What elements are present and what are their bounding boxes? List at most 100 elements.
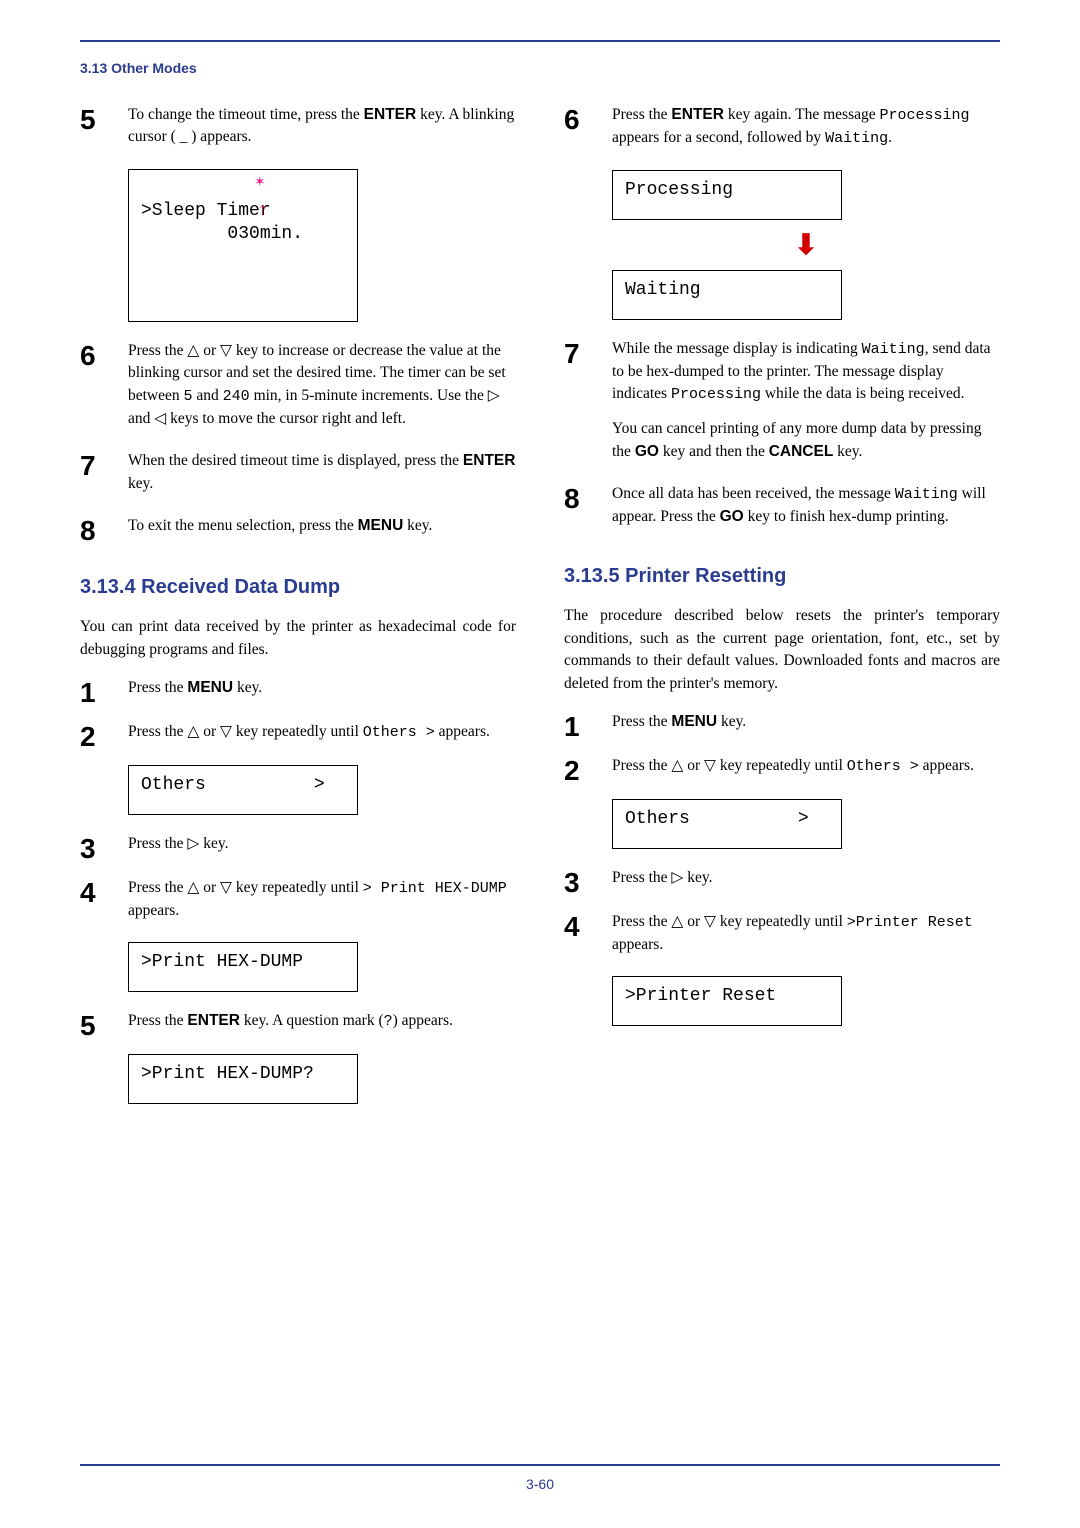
lcd-line: >Print HEX-DUMP <box>141 952 303 972</box>
text: appears. <box>128 902 179 919</box>
value: 240 <box>223 388 250 405</box>
step-number: 1 <box>564 711 612 741</box>
step-7: 7 When the desired timeout time is displ… <box>80 450 516 501</box>
r-step-6: 6 Press the ENTER key again. The message… <box>564 104 1000 156</box>
lcd-printer-reset: >Printer Reset <box>612 976 842 1026</box>
code: Processing <box>880 107 970 124</box>
cursor-star-icon: ✶ <box>255 172 265 192</box>
lcd-hexdump-q: >Print HEX-DUMP? <box>128 1054 358 1104</box>
lcd-others: Others > <box>128 765 358 815</box>
text: Press the <box>128 879 187 896</box>
triangle-down-icon: ▽ <box>220 342 232 359</box>
step-body: When the desired timeout time is display… <box>128 450 516 501</box>
text: key repeatedly until <box>716 913 847 930</box>
preset-step-2: 2 Press the △ or ▽ key repeatedly until … <box>564 755 1000 785</box>
step-number: 5 <box>80 1010 128 1040</box>
text: key repeatedly until <box>232 723 363 740</box>
key-label: ENTER <box>187 1012 240 1029</box>
text: When the desired timeout time is display… <box>128 452 463 469</box>
page-number: 3-60 <box>80 1476 1000 1492</box>
text: min, in 5-minute increments. Use the <box>250 387 488 404</box>
heading-3134: 3.13.4 Received Data Dump <box>80 573 516 602</box>
intro-3134: You can print data received by the print… <box>80 616 516 661</box>
cursor-up-icon: ↑ <box>257 200 268 223</box>
text: Press the <box>612 757 671 774</box>
triangle-right-icon: ▷ <box>488 387 500 404</box>
preset-step-4: 4 Press the △ or ▽ key repeatedly until … <box>564 911 1000 962</box>
code: ? <box>384 1013 393 1030</box>
triangle-left-icon: ◁ <box>154 410 166 427</box>
step-body: To change the timeout time, press the EN… <box>128 104 516 155</box>
lcd-line: >Printer Reset <box>625 986 776 1006</box>
lcd-sleep-timer: >Sleep Timer 030min. ✶ ↑ <box>128 169 358 322</box>
r-step-7: 7 While the message display is indicatin… <box>564 338 1000 469</box>
triangle-right-icon: ▷ <box>187 835 199 852</box>
step-body: Press the ▷ key. <box>128 833 516 863</box>
lcd-line: 030min. <box>141 224 303 244</box>
step-number: 2 <box>80 721 128 751</box>
section-label: 3.13 Other Modes <box>80 60 1000 76</box>
text: key. A question mark ( <box>240 1012 384 1029</box>
text: appears. <box>435 723 490 740</box>
lcd-line: >Sleep Timer <box>141 201 271 221</box>
key-label: MENU <box>358 517 404 534</box>
code: Others > <box>363 724 435 741</box>
dump-step-1: 1 Press the MENU key. <box>80 677 516 707</box>
key-label: ENTER <box>671 106 724 123</box>
code: Processing <box>671 386 761 403</box>
text: To change the timeout time, press the <box>128 106 364 123</box>
lcd-line: Others > <box>625 809 809 829</box>
code: >Printer Reset <box>847 914 973 931</box>
text: Press the <box>612 913 671 930</box>
code: > Print HEX-DUMP <box>363 880 507 897</box>
triangle-up-icon: △ <box>187 342 199 359</box>
text: and <box>193 387 223 404</box>
key-label: ENTER <box>463 452 516 469</box>
text: or <box>199 723 220 740</box>
text: key. <box>833 443 862 460</box>
step-number: 6 <box>564 104 612 156</box>
code: Waiting <box>895 486 958 503</box>
text: key. <box>403 517 432 534</box>
text: or <box>199 879 220 896</box>
text: Press the <box>128 679 187 696</box>
triangle-down-icon: ▽ <box>704 913 716 930</box>
lcd-line: Others > <box>141 775 325 795</box>
lcd-processing: Processing <box>612 170 842 220</box>
left-column: 5 To change the timeout time, press the … <box>80 104 516 1122</box>
step-5: 5 To change the timeout time, press the … <box>80 104 516 155</box>
triangle-down-icon: ▽ <box>220 723 232 740</box>
step-body: Press the △ or ▽ key to increase or decr… <box>128 340 516 436</box>
step-number: 3 <box>564 867 612 897</box>
step-body: Press the ENTER key. A question mark (?)… <box>128 1010 516 1040</box>
text: Press the <box>128 723 187 740</box>
text: Press the <box>612 869 671 886</box>
step-number: 3 <box>80 833 128 863</box>
text: appears for a second, followed by <box>612 129 825 146</box>
step-number: 8 <box>564 483 612 534</box>
lcd-line: Processing <box>625 180 733 200</box>
triangle-up-icon: △ <box>187 723 199 740</box>
triangle-right-icon: ▷ <box>671 869 683 886</box>
text: appears. <box>612 936 663 953</box>
text: or <box>683 913 704 930</box>
key-label: CANCEL <box>769 443 834 460</box>
step-body: Press the △ or ▽ key repeatedly until >P… <box>612 911 1000 962</box>
text: key repeatedly until <box>716 757 847 774</box>
code: Waiting <box>862 341 925 358</box>
lcd-waiting: Waiting <box>612 270 842 320</box>
code: Waiting <box>825 130 888 147</box>
text: To exit the menu selection, press the <box>128 517 358 534</box>
text: key. <box>199 835 228 852</box>
step-number: 4 <box>80 877 128 928</box>
key-label: MENU <box>187 679 233 696</box>
text: Press the <box>128 835 187 852</box>
triangle-up-icon: △ <box>671 757 683 774</box>
text: appears. <box>919 757 974 774</box>
lcd-line: >Print HEX-DUMP? <box>141 1064 314 1084</box>
right-column: 6 Press the ENTER key again. The message… <box>564 104 1000 1122</box>
value: 5 <box>184 388 193 405</box>
text: key repeatedly until <box>232 879 363 896</box>
code: Others > <box>847 758 919 775</box>
text: key. <box>717 713 746 730</box>
